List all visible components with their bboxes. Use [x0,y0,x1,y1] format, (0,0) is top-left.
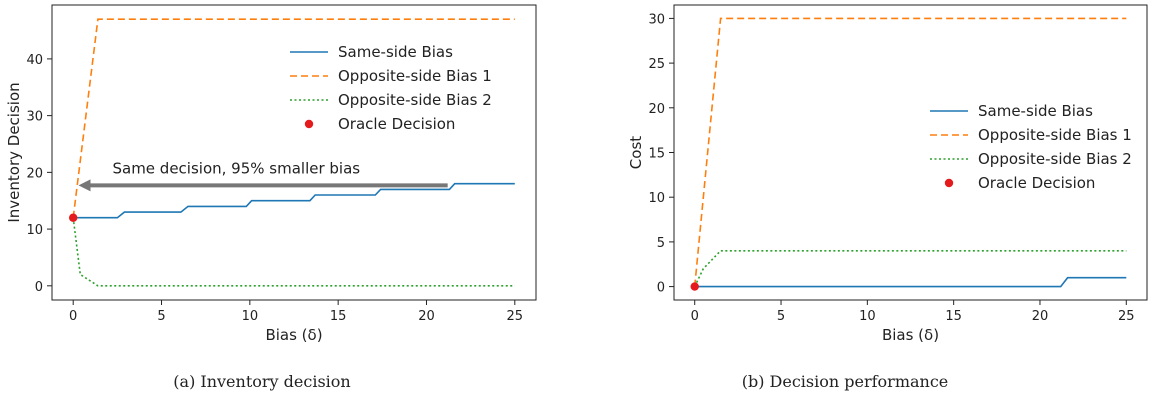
x-tick-label: 20 [1032,309,1049,324]
legend-label-3: Opposite-side Bias 2 [338,91,492,109]
legend-label-3: Opposite-side Bias 2 [978,150,1132,168]
legend-label-4: Oracle Decision [978,174,1095,192]
legend-label-2: Opposite-side Bias 1 [338,67,492,85]
y-tick-label: 0 [657,281,665,296]
x-tick-label: 15 [945,309,962,324]
x-axis-title: Bias (δ) [882,326,939,344]
legend: Same-side Bias Opposite-side Bias 1 Opposi… [290,43,492,133]
y-tick-label: 20 [26,166,43,181]
x-tick-label: 5 [157,309,165,324]
x-tick-label: 20 [418,309,435,324]
legend-label-2: Opposite-side Bias 1 [978,126,1132,144]
y-tick-label: 30 [648,12,665,27]
legend-marker-oracle [304,119,314,129]
x-tick-label: 10 [859,309,876,324]
annotation-text: Same decision, 95% smaller bias [112,159,360,177]
x-tick-label: 15 [330,309,347,324]
x-tick-label: 25 [507,309,524,324]
series-line-1 [73,182,515,219]
y-axis-title: Inventory Decision [5,82,23,222]
series-line-2 [693,17,1127,287]
y-tick-label: 5 [657,236,665,251]
legend-label-1: Same-side Bias [338,43,453,61]
legend: Same-side Bias Opposite-side Bias 1 Opposi… [930,102,1132,192]
series-line-2 [72,18,515,218]
legend-label-1: Same-side Bias [978,102,1093,120]
chart-1: 0 5 10 15 20 25 0 10 20 30 40 Bias (δ) Inventory Dec… [5,4,537,344]
caption-right: (b) Decision performance [741,372,949,391]
y-tick-label: 10 [648,191,665,206]
y-tick-label: 25 [648,57,665,72]
y-tick-label: 15 [648,147,665,162]
series-line-1 [694,276,1127,288]
annotation-arrow-head [78,179,91,192]
x-tick-label: 5 [777,309,785,324]
series-line-3 [693,250,1127,287]
legend-label-4: Oracle Decision [338,115,455,133]
y-axis-title: Cost [627,136,645,169]
series-line-3 [72,217,515,287]
x-tick-label: 25 [1118,309,1135,324]
legend-marker-oracle [944,178,954,188]
x-tick-label: 10 [242,309,259,324]
oracle-decision-point [68,213,78,222]
x-axis-title: Bias (δ) [265,326,322,344]
y-tick-label: 10 [26,223,43,238]
figure-canvas: 0 5 10 15 20 25 0 10 20 30 40 Bias (δ) Inventory Dec… [5,4,1148,344]
chart-2: 0 5 10 15 20 25 0 5 10 15 20 25 30 Bias (δ) Cost Same-s… [627,4,1148,344]
x-tick-label: 0 [691,309,699,324]
plot-frame [51,4,537,301]
y-tick-label: 40 [26,53,43,68]
oracle-decision-point [690,282,699,291]
y-tick-label: 20 [648,102,665,117]
x-tick-label: 0 [69,309,77,324]
y-tick-label: 0 [35,280,43,295]
caption-left: (a) Inventory decision [173,372,351,391]
y-tick-label: 30 [26,110,43,125]
